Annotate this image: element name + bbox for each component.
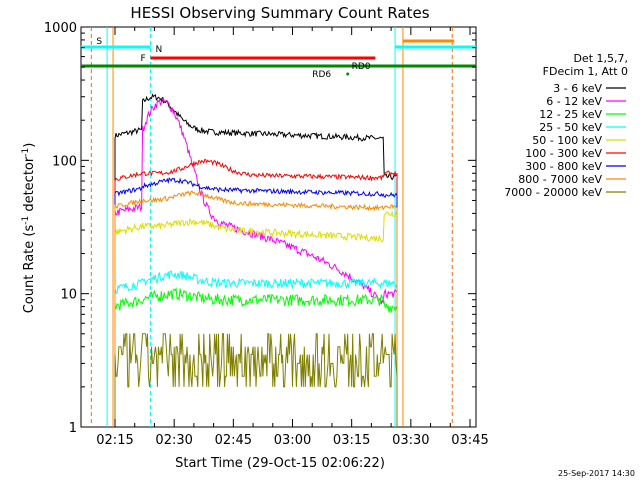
y-axis: 1 10 100 1000: [44, 21, 476, 436]
x-tick-label: 03:15: [333, 433, 370, 448]
x-tick-label: 03:00: [274, 433, 311, 448]
x-axis-label: Start Time (29-Oct-15 02:06:22): [175, 456, 385, 471]
legend-label: 3 - 6 keV: [553, 82, 602, 95]
y-tick-label: 10: [60, 288, 77, 303]
y-tick-label: 1: [69, 421, 77, 436]
series-line: [114, 190, 398, 427]
legend-header: Det 1,5,7,: [573, 52, 628, 65]
flag-bars: S NF RD0 RD6: [81, 27, 476, 427]
x-tick-label: 03:45: [451, 433, 488, 448]
y-tick-label: 1000: [44, 21, 77, 36]
flag-label-rd0: RD0: [352, 62, 371, 72]
series-group: [114, 93, 398, 427]
series-line: [114, 177, 398, 427]
series-line: [114, 333, 398, 427]
series-line: [114, 93, 398, 427]
timestamp: 25-Sep-2017 14:30: [558, 469, 635, 478]
legend-label: 800 - 7000 keV: [518, 173, 602, 186]
series-line: [114, 286, 398, 427]
legend-label: 12 - 25 keV: [539, 108, 602, 121]
plot-frame: [80, 26, 477, 428]
y-tick-label: 100: [52, 154, 77, 169]
x-tick-label: 03:30: [392, 433, 429, 448]
legend-label: 100 - 300 keV: [525, 147, 602, 160]
y-axis-label: Count Rate (s-1 detector-1): [21, 143, 37, 314]
x-tick-label: 02:15: [96, 433, 133, 448]
legend-label: 300 - 800 keV: [525, 160, 602, 173]
flag-label-rd6: RD6: [312, 70, 331, 80]
series-line: [114, 158, 398, 427]
legend-header: FDecim 1, Att 0: [543, 65, 628, 78]
x-axis: 02:15 02:30 02:45 03:00 03:15 03:30 03:45: [96, 27, 489, 448]
x-tick-label: 02:45: [215, 433, 252, 448]
series-line: [114, 270, 398, 427]
legend-label: 50 - 100 keV: [532, 134, 602, 147]
flag-label-s: S: [96, 37, 102, 47]
legend-label: 6 - 12 keV: [546, 95, 602, 108]
series-line: [114, 210, 398, 427]
legend-label: 25 - 50 keV: [539, 121, 602, 134]
flag-label-n: N: [156, 45, 163, 55]
chart-title: HESSI Observing Summary Count Rates: [130, 4, 429, 22]
rd6-marker: [346, 72, 350, 76]
x-tick-label: 02:30: [155, 433, 192, 448]
flag-label-f: F: [141, 54, 146, 64]
legend-label: 7000 - 20000 keV: [504, 186, 602, 199]
